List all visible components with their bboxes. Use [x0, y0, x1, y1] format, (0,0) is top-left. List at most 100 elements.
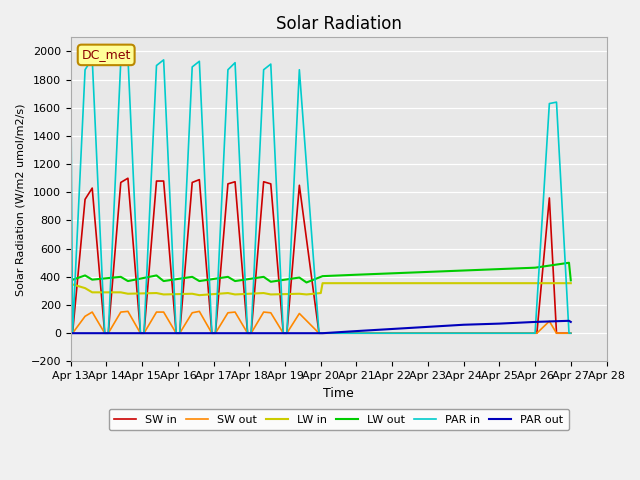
SW out	[81, 313, 89, 319]
PAR out	[319, 330, 326, 336]
LW in	[117, 289, 125, 295]
SW in	[565, 330, 573, 336]
PAR out	[565, 318, 573, 324]
SW out	[68, 330, 76, 336]
SW in	[212, 330, 220, 336]
SW out	[124, 309, 132, 314]
SW in	[140, 330, 148, 336]
PAR in	[267, 61, 275, 67]
Legend: SW in, SW out, LW in, LW out, PAR in, PAR out: SW in, SW out, LW in, LW out, PAR in, PA…	[109, 409, 569, 430]
PAR in	[188, 64, 196, 70]
PAR in	[565, 330, 573, 336]
PAR in	[460, 330, 467, 336]
LW out	[88, 277, 96, 283]
LW out	[353, 272, 360, 277]
SW in	[68, 330, 76, 336]
LW out	[67, 277, 75, 283]
SW in	[315, 330, 323, 336]
PAR in	[424, 330, 432, 336]
SW in	[267, 181, 275, 187]
LW out	[531, 265, 539, 271]
SW out	[153, 309, 161, 315]
LW in	[160, 291, 168, 297]
SW out	[176, 330, 184, 336]
PAR out	[495, 321, 503, 326]
SW out	[140, 330, 148, 336]
Line: LW out: LW out	[71, 263, 571, 282]
SW out	[296, 311, 303, 316]
X-axis label: Time: Time	[323, 387, 354, 400]
SW out	[136, 330, 144, 336]
LW out	[195, 278, 203, 284]
SW out	[247, 330, 255, 336]
PAR in	[495, 330, 503, 336]
PAR in	[104, 330, 112, 336]
PAR in	[176, 330, 184, 336]
SW in	[67, 330, 75, 336]
PAR out	[531, 319, 539, 325]
PAR out	[567, 319, 575, 325]
LW in	[567, 280, 575, 286]
LW in	[260, 290, 268, 296]
SW out	[88, 309, 96, 315]
LW out	[303, 279, 310, 285]
SW out	[195, 309, 203, 314]
PAR in	[283, 330, 291, 336]
LW out	[460, 268, 467, 274]
SW out	[283, 330, 291, 336]
PAR out	[388, 326, 396, 332]
SW in	[224, 181, 232, 187]
SW out	[224, 310, 232, 316]
LW in	[153, 290, 161, 296]
SW in	[296, 182, 303, 188]
SW out	[67, 330, 75, 336]
SW in	[81, 196, 89, 202]
LW out	[424, 269, 432, 275]
SW out	[172, 330, 180, 336]
LW out	[81, 273, 89, 278]
SW in	[247, 330, 255, 336]
LW in	[353, 280, 360, 286]
SW out	[101, 330, 109, 336]
SW in	[188, 180, 196, 185]
LW out	[188, 274, 196, 280]
SW out	[160, 309, 168, 315]
PAR in	[160, 57, 168, 63]
PAR in	[531, 330, 539, 336]
LW in	[303, 291, 310, 297]
SW in	[533, 330, 541, 336]
PAR in	[296, 67, 303, 72]
PAR in	[319, 330, 326, 336]
SW in	[117, 180, 125, 185]
SW out	[117, 309, 125, 315]
PAR in	[244, 330, 252, 336]
LW in	[224, 290, 232, 296]
SW in	[231, 179, 239, 185]
SW out	[315, 330, 323, 336]
LW in	[460, 280, 467, 286]
SW out	[231, 309, 239, 315]
PAR in	[136, 330, 144, 336]
SW in	[545, 195, 553, 201]
LW out	[160, 278, 168, 284]
PAR in	[88, 56, 96, 61]
LW in	[188, 291, 196, 297]
PAR in	[117, 59, 125, 64]
PAR in	[81, 67, 89, 72]
PAR out	[317, 330, 324, 336]
LW out	[495, 266, 503, 272]
SW in	[319, 330, 326, 336]
PAR out	[424, 324, 432, 330]
LW in	[317, 290, 324, 296]
SW out	[104, 330, 112, 336]
LW out	[231, 278, 239, 284]
PAR in	[124, 54, 132, 60]
LW in	[319, 280, 326, 286]
LW in	[88, 289, 96, 295]
SW in	[244, 330, 252, 336]
SW out	[319, 330, 326, 336]
SW in	[101, 330, 109, 336]
Text: DC_met: DC_met	[81, 48, 131, 61]
LW out	[565, 260, 573, 265]
PAR in	[317, 330, 324, 336]
